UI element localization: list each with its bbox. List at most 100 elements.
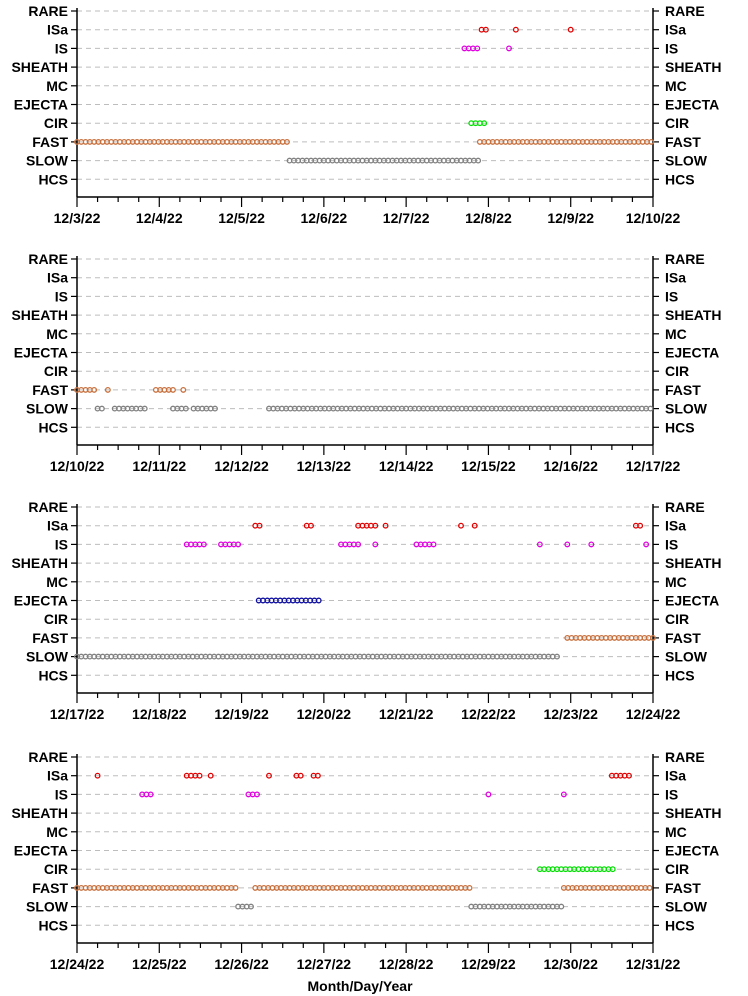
y-tick-label-right: MC bbox=[665, 78, 687, 94]
y-tick-label-left: SLOW bbox=[26, 401, 69, 417]
chart-panels: RARE RARE ISa ISa IS IS SHEATH SHEATH MC MC EJECTA… bbox=[11, 3, 721, 972]
y-tick-label-right: HCS bbox=[665, 917, 695, 933]
series-fast bbox=[74, 386, 187, 393]
x-tick-label: 12/7/22 bbox=[383, 210, 430, 226]
y-tick-label-right: CIR bbox=[665, 115, 689, 131]
x-tick-label: 12/8/22 bbox=[465, 210, 512, 226]
series-slow bbox=[235, 903, 565, 910]
data-point-is bbox=[588, 541, 595, 548]
data-point-slow bbox=[141, 405, 148, 412]
data-point-slow bbox=[647, 405, 654, 412]
series-is bbox=[183, 541, 650, 548]
y-tick-label-left: IS bbox=[55, 40, 68, 56]
y-tick-label-right: FAST bbox=[665, 134, 701, 150]
data-point-cir bbox=[481, 120, 488, 127]
data-point-cir bbox=[609, 866, 616, 873]
y-tick-label-right: RARE bbox=[665, 499, 705, 515]
y-tick-label-right: MC bbox=[665, 326, 687, 342]
data-point-is bbox=[474, 45, 481, 52]
y-tick-label-left: SHEATH bbox=[11, 59, 68, 75]
x-tick-label: 12/30/22 bbox=[543, 956, 598, 972]
series-is bbox=[139, 791, 567, 798]
y-tick-label-right: EJECTA bbox=[665, 593, 719, 609]
y-tick-label-left: ISa bbox=[47, 768, 68, 784]
series-isa bbox=[252, 522, 644, 529]
y-tick-label-left: SHEATH bbox=[11, 555, 68, 571]
y-tick-label-left: SLOW bbox=[26, 649, 69, 665]
x-tick-label: 12/24/22 bbox=[50, 956, 105, 972]
x-tick-label: 12/6/22 bbox=[300, 210, 347, 226]
x-tick-label: 12/10/22 bbox=[50, 458, 105, 474]
series-ejecta bbox=[255, 597, 322, 604]
y-tick-label-right: MC bbox=[665, 574, 687, 590]
data-point-slow bbox=[248, 903, 254, 910]
data-point-slow bbox=[554, 653, 560, 660]
data-point-is bbox=[536, 541, 543, 548]
data-point-isa bbox=[512, 26, 519, 33]
data-point-fast bbox=[646, 884, 653, 891]
data-point-isa bbox=[626, 772, 632, 779]
data-point-isa bbox=[382, 522, 389, 529]
x-tick-label: 12/19/22 bbox=[214, 706, 269, 722]
y-tick-label-right: FAST bbox=[665, 630, 701, 646]
x-tick-label: 12/28/22 bbox=[379, 956, 434, 972]
data-point-isa bbox=[196, 772, 203, 779]
y-tick-label-left: SLOW bbox=[26, 899, 69, 915]
x-tick-label: 12/12/22 bbox=[214, 458, 269, 474]
data-point-is bbox=[643, 541, 650, 548]
y-tick-label-right: IS bbox=[665, 40, 678, 56]
data-point-isa bbox=[256, 522, 263, 529]
y-tick-label-right: SHEATH bbox=[665, 307, 722, 323]
y-tick-label-right: ISa bbox=[665, 22, 686, 38]
data-point-fast bbox=[284, 138, 290, 145]
x-tick-label: 12/26/22 bbox=[214, 956, 269, 972]
y-tick-label-left: ISa bbox=[47, 270, 68, 286]
data-point-fast bbox=[104, 386, 111, 393]
data-point-isa bbox=[372, 522, 379, 529]
panel-4: RARE RARE ISa ISa IS IS SHEATH SHEATH MC MC EJECTA… bbox=[11, 749, 721, 972]
data-point-isa bbox=[567, 26, 574, 33]
data-point-fast bbox=[648, 138, 655, 145]
y-tick-label-right: HCS bbox=[665, 667, 695, 683]
x-tick-label: 12/11/22 bbox=[132, 458, 186, 474]
x-tick-label: 12/5/22 bbox=[218, 210, 265, 226]
data-point-fast bbox=[180, 386, 187, 393]
y-tick-label-right: CIR bbox=[665, 363, 689, 379]
y-tick-label-right: MC bbox=[665, 824, 687, 840]
series-isa bbox=[94, 772, 632, 779]
data-point-slow bbox=[212, 405, 218, 412]
x-tick-label: 12/31/22 bbox=[626, 956, 681, 972]
data-point-is bbox=[235, 541, 242, 548]
y-tick-label-left: ISa bbox=[47, 518, 68, 534]
y-tick-label-left: EJECTA bbox=[14, 593, 68, 609]
x-tick-label: 12/3/22 bbox=[54, 210, 101, 226]
x-tick-label: 12/24/22 bbox=[626, 706, 681, 722]
x-tick-label: 12/23/22 bbox=[543, 706, 598, 722]
y-tick-label-left: EJECTA bbox=[14, 843, 68, 859]
y-tick-label-left: CIR bbox=[44, 611, 68, 627]
series-is bbox=[461, 45, 512, 52]
x-tick-label: 12/13/22 bbox=[297, 458, 352, 474]
data-point-isa bbox=[297, 772, 304, 779]
x-tick-label: 12/27/22 bbox=[297, 956, 352, 972]
y-tick-label-right: EJECTA bbox=[665, 843, 719, 859]
y-tick-label-left: CIR bbox=[44, 115, 68, 131]
y-tick-label-left: IS bbox=[55, 288, 68, 304]
y-tick-label-right: IS bbox=[665, 288, 678, 304]
data-point-isa bbox=[314, 772, 321, 779]
data-point-slow bbox=[182, 405, 189, 412]
y-tick-label-right: EJECTA bbox=[665, 345, 719, 361]
y-tick-label-right: SHEATH bbox=[665, 805, 722, 821]
y-tick-label-left: FAST bbox=[32, 134, 68, 150]
x-tick-label: 12/4/22 bbox=[136, 210, 183, 226]
data-point-isa bbox=[308, 522, 314, 529]
y-tick-label-right: HCS bbox=[665, 171, 695, 187]
y-tick-label-left: SHEATH bbox=[11, 307, 68, 323]
y-tick-label-right: ISa bbox=[665, 270, 686, 286]
data-point-is bbox=[506, 45, 512, 52]
data-point-is bbox=[254, 791, 260, 798]
x-tick-label: 12/20/22 bbox=[297, 706, 352, 722]
y-tick-label-right: IS bbox=[665, 536, 678, 552]
data-point-is bbox=[564, 541, 571, 548]
